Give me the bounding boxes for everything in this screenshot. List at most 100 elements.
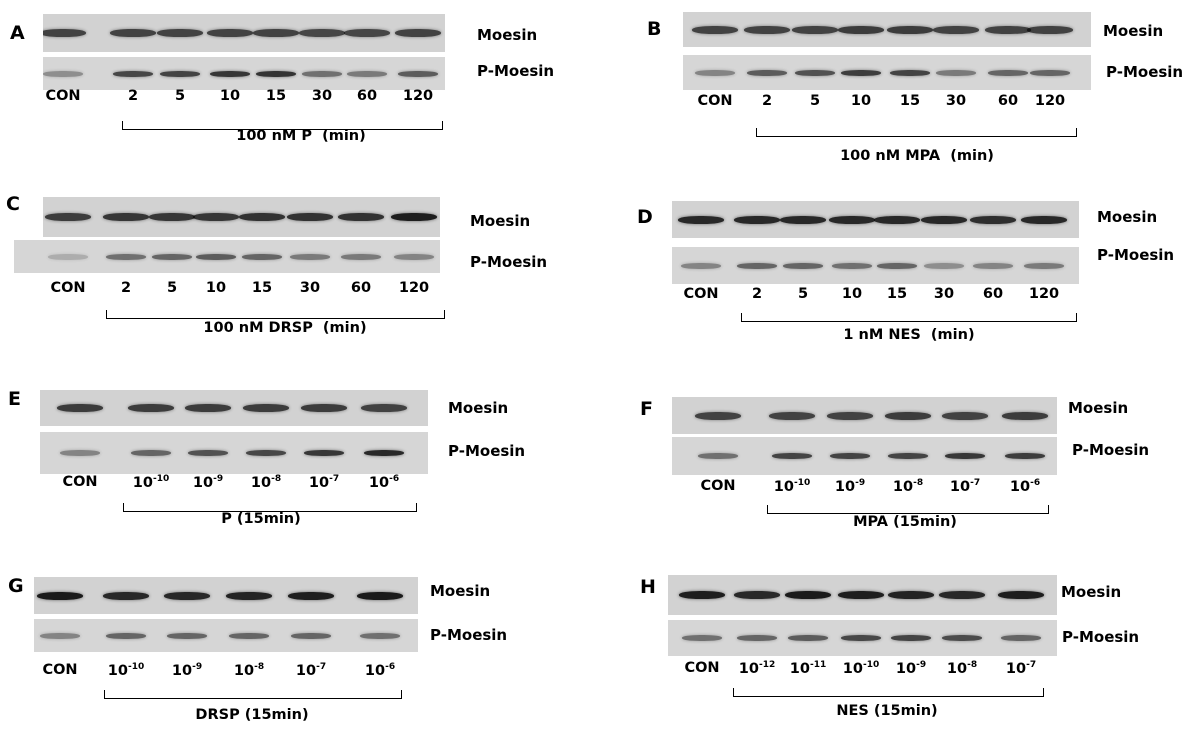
pmoesin-band xyxy=(242,253,282,260)
lane-label: 60 xyxy=(350,280,372,296)
moesin-label: Moesin xyxy=(1061,583,1122,601)
p-moesin-label: P-Moesin xyxy=(477,62,555,80)
moesin-band xyxy=(357,591,403,600)
lane-dose-exponent: -9 xyxy=(855,478,866,488)
lane-dose-exponent: -10 xyxy=(862,660,880,670)
lane-label: 10-9 xyxy=(157,662,217,679)
lane-dose-base: 10 xyxy=(233,662,255,679)
panel-letter: H xyxy=(640,576,656,598)
lane-label: 2 xyxy=(761,93,773,109)
lane-label: 10-8 xyxy=(219,662,279,679)
pmoesin-band xyxy=(772,453,812,459)
pmoesin-band xyxy=(788,635,828,641)
pmoesin-band xyxy=(256,70,296,77)
lane-dose-exponent: -9 xyxy=(916,660,927,670)
pmoesin-band xyxy=(43,70,83,77)
lane-label: 60 xyxy=(356,88,378,104)
moesin-band xyxy=(780,215,826,224)
lane-label: 10-9 xyxy=(178,474,238,491)
pmoesin-band xyxy=(229,632,269,639)
moesin-band xyxy=(338,213,384,221)
treatment-bracket xyxy=(106,310,445,319)
moesin-label: Moesin xyxy=(470,212,531,230)
moesin-band xyxy=(874,215,920,224)
pmoesin-band xyxy=(832,262,872,269)
lane-label: 10-6 xyxy=(354,474,414,491)
moesin-band xyxy=(838,591,884,599)
lane-label: 10-9 xyxy=(881,660,941,677)
moesin-band xyxy=(110,29,156,37)
moesin-band xyxy=(1021,215,1067,224)
lane-dose-exponent: -6 xyxy=(385,662,396,672)
pmoesin-band xyxy=(890,69,930,76)
moesin-band xyxy=(1027,25,1073,34)
lane-label: 120 xyxy=(1028,286,1060,302)
lane-dose-exponent: -10 xyxy=(127,662,145,672)
pmoesin-band xyxy=(106,632,146,639)
pmoesin-band xyxy=(988,69,1028,76)
pmoesin-blot xyxy=(668,620,1057,656)
lane-dose-base: 10 xyxy=(364,662,386,679)
moesin-band xyxy=(301,404,347,412)
pmoesin-band xyxy=(48,253,88,260)
pmoesin-band xyxy=(394,253,434,260)
moesin-band xyxy=(226,591,272,600)
pmoesin-band xyxy=(1001,635,1041,641)
p-moesin-label: P-Moesin xyxy=(470,253,548,271)
treatment-bracket xyxy=(733,688,1044,697)
lane-label: 2 xyxy=(127,88,139,104)
moesin-band xyxy=(45,213,91,221)
pmoesin-band xyxy=(106,253,146,260)
lane-label: 15 xyxy=(899,93,921,109)
treatment-bracket xyxy=(756,128,1077,137)
pmoesin-band xyxy=(783,262,823,269)
pmoesin-band xyxy=(830,453,870,459)
panel-letter: G xyxy=(8,575,24,597)
pmoesin-band xyxy=(291,632,331,639)
lane-dose-base: 10 xyxy=(789,660,810,677)
moesin-band xyxy=(395,29,441,37)
moesin-band xyxy=(299,29,345,37)
lane-dose-base: 10 xyxy=(1005,660,1027,677)
treatment-bracket xyxy=(767,505,1049,514)
moesin-band xyxy=(361,404,407,412)
moesin-band xyxy=(769,411,815,420)
lane-label: CON xyxy=(42,662,78,678)
moesin-label: Moesin xyxy=(1068,399,1129,417)
panel-letter: A xyxy=(10,22,25,44)
lane-label: CON xyxy=(50,280,86,296)
lane-label: 5 xyxy=(166,280,178,296)
lane-dose-base: 10 xyxy=(834,478,856,495)
lane-label: CON xyxy=(697,93,733,109)
lane-label: 10-7 xyxy=(935,478,995,495)
lane-label: 10-7 xyxy=(991,660,1051,677)
moesin-band xyxy=(985,25,1031,34)
lane-dose-exponent: -7 xyxy=(329,474,340,484)
p-moesin-label: P-Moesin xyxy=(1106,63,1184,81)
treatment-caption: NES (15min) xyxy=(836,703,938,719)
lane-label: 60 xyxy=(997,93,1019,109)
lane-label: CON xyxy=(684,660,720,676)
moesin-band xyxy=(888,591,934,599)
moesin-band xyxy=(885,411,931,420)
lane-dose-base: 10 xyxy=(308,474,330,491)
moesin-band xyxy=(678,215,724,224)
moesin-band xyxy=(695,411,741,420)
pmoesin-blot xyxy=(34,619,418,652)
pmoesin-band xyxy=(695,69,735,76)
pmoesin-band xyxy=(188,450,228,456)
moesin-blot xyxy=(668,575,1057,615)
pmoesin-band xyxy=(302,70,342,77)
lane-dose-exponent: -10 xyxy=(793,478,811,488)
moesin-band xyxy=(734,215,780,224)
pmoesin-blot xyxy=(683,55,1091,90)
lane-label: 60 xyxy=(982,286,1004,302)
lane-label: 120 xyxy=(1034,93,1066,109)
pmoesin-band xyxy=(360,632,400,639)
lane-dose-base: 10 xyxy=(250,474,272,491)
lane-label: 10-10 xyxy=(121,474,181,491)
lane-dose-base: 10 xyxy=(132,474,153,491)
moesin-band xyxy=(103,213,149,221)
pmoesin-band xyxy=(888,453,928,459)
moesin-label: Moesin xyxy=(1103,22,1164,40)
